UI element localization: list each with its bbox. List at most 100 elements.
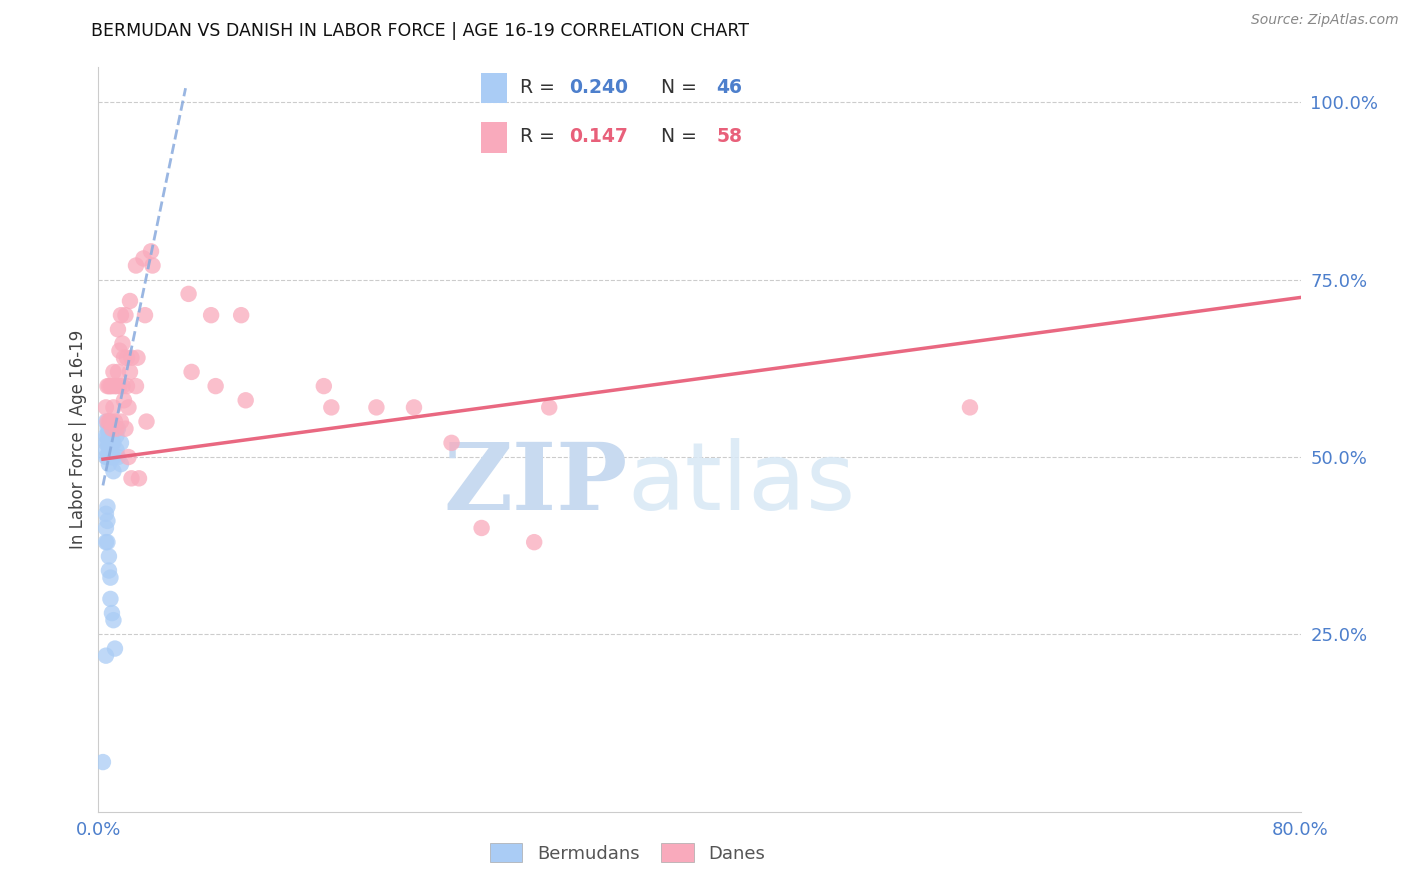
Point: [110, 457, 132, 471]
Point: [94, 450, 117, 464]
Point: [115, 379, 138, 393]
Point: [107, 365, 129, 379]
Point: [135, 415, 157, 429]
Point: [117, 401, 139, 415]
Point: [100, 415, 122, 429]
Point: [402, 401, 425, 415]
Text: N =: N =: [661, 127, 697, 145]
Point: [110, 308, 132, 322]
Point: [96, 429, 118, 443]
Point: [94, 442, 117, 457]
Point: [235, 393, 257, 408]
Point: [94, 415, 117, 429]
Point: [94, 521, 117, 535]
Point: [132, 252, 155, 266]
Point: [118, 365, 141, 379]
Point: [103, 401, 125, 415]
Point: [103, 450, 125, 464]
Point: [97, 442, 120, 457]
Point: [104, 379, 127, 393]
Point: [108, 343, 131, 358]
Point: [97, 457, 120, 471]
Text: atlas: atlas: [627, 438, 856, 530]
Point: [231, 308, 253, 322]
Point: [101, 606, 124, 620]
Point: [114, 422, 136, 436]
Point: [127, 351, 149, 365]
Point: [139, 244, 162, 259]
Point: [105, 422, 128, 436]
Text: R =: R =: [520, 127, 555, 145]
Point: [134, 308, 156, 322]
Point: [125, 379, 148, 393]
Point: [101, 422, 124, 436]
Point: [94, 401, 117, 415]
Point: [471, 521, 494, 535]
Point: [91, 755, 114, 769]
Point: [94, 429, 117, 443]
Point: [128, 471, 150, 485]
Point: [321, 401, 343, 415]
Point: [96, 435, 118, 450]
Point: [112, 393, 135, 408]
Point: [105, 442, 128, 457]
Legend: Bermudans, Danes: Bermudans, Danes: [482, 836, 772, 870]
Point: [97, 379, 120, 393]
Text: N =: N =: [661, 78, 697, 96]
Point: [117, 450, 139, 464]
Point: [114, 308, 136, 322]
Point: [538, 401, 561, 415]
Text: 58: 58: [716, 127, 742, 145]
Text: BERMUDAN VS DANISH IN LABOR FORCE | AGE 16-19 CORRELATION CHART: BERMUDAN VS DANISH IN LABOR FORCE | AGE …: [91, 22, 749, 40]
Point: [111, 379, 134, 393]
Point: [100, 379, 122, 393]
Point: [94, 535, 117, 549]
Point: [96, 514, 118, 528]
Point: [141, 259, 163, 273]
Point: [97, 564, 120, 578]
Point: [121, 351, 143, 365]
Point: [111, 336, 134, 351]
Point: [100, 435, 122, 450]
Point: [103, 435, 125, 450]
Point: [118, 293, 141, 308]
Point: [100, 591, 122, 606]
Point: [100, 415, 122, 429]
Point: [97, 415, 120, 429]
Point: [94, 435, 117, 450]
Point: [94, 648, 117, 663]
Point: [177, 286, 200, 301]
Point: [105, 429, 128, 443]
Point: [96, 500, 118, 514]
Point: [97, 435, 120, 450]
Text: 0.147: 0.147: [569, 127, 628, 145]
Point: [96, 422, 118, 436]
Point: [312, 379, 335, 393]
Point: [107, 322, 129, 336]
Point: [97, 422, 120, 436]
Point: [96, 535, 118, 549]
Point: [112, 351, 135, 365]
Bar: [481, 122, 508, 153]
Text: ZIP: ZIP: [443, 439, 627, 529]
Point: [94, 507, 117, 521]
Point: [440, 435, 463, 450]
Point: [100, 450, 122, 464]
Point: [959, 401, 981, 415]
Point: [110, 435, 132, 450]
Point: [96, 415, 118, 429]
Bar: [481, 73, 508, 103]
Point: [115, 351, 138, 365]
Point: [366, 401, 388, 415]
Point: [180, 365, 202, 379]
Y-axis label: In Labor Force | Age 16-19: In Labor Force | Age 16-19: [69, 330, 87, 549]
Point: [96, 450, 118, 464]
Text: Source: ZipAtlas.com: Source: ZipAtlas.com: [1251, 13, 1399, 28]
Point: [125, 259, 148, 273]
Text: R =: R =: [520, 78, 555, 96]
Point: [96, 379, 118, 393]
Point: [204, 379, 226, 393]
Text: 0.240: 0.240: [569, 78, 628, 96]
Point: [200, 308, 222, 322]
Point: [103, 365, 125, 379]
